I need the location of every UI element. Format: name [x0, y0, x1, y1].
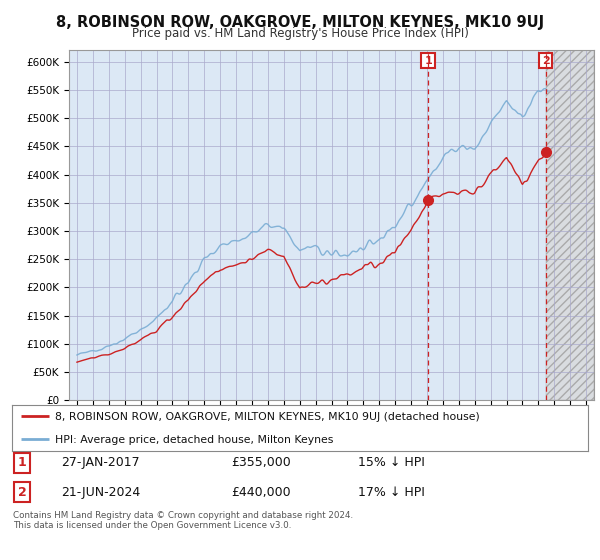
Text: 15% ↓ HPI: 15% ↓ HPI [358, 456, 424, 469]
Text: 1: 1 [18, 456, 27, 469]
Text: 1: 1 [424, 55, 432, 66]
Text: 2: 2 [542, 55, 550, 66]
Text: Price paid vs. HM Land Registry's House Price Index (HPI): Price paid vs. HM Land Registry's House … [131, 27, 469, 40]
Text: Contains HM Land Registry data © Crown copyright and database right 2024.
This d: Contains HM Land Registry data © Crown c… [13, 511, 353, 530]
Text: 17% ↓ HPI: 17% ↓ HPI [358, 486, 424, 499]
Bar [546, 50, 594, 400]
Text: £440,000: £440,000 [231, 486, 290, 499]
Bar [546, 50, 594, 400]
Text: 21-JUN-2024: 21-JUN-2024 [61, 486, 140, 499]
Text: 8, ROBINSON ROW, OAKGROVE, MILTON KEYNES, MK10 9UJ: 8, ROBINSON ROW, OAKGROVE, MILTON KEYNES… [56, 15, 544, 30]
Text: 8, ROBINSON ROW, OAKGROVE, MILTON KEYNES, MK10 9UJ (detached house): 8, ROBINSON ROW, OAKGROVE, MILTON KEYNES… [55, 412, 480, 422]
Text: 27-JAN-2017: 27-JAN-2017 [61, 456, 140, 469]
Text: £355,000: £355,000 [231, 456, 290, 469]
Text: 2: 2 [18, 486, 27, 499]
Text: HPI: Average price, detached house, Milton Keynes: HPI: Average price, detached house, Milt… [55, 435, 334, 445]
